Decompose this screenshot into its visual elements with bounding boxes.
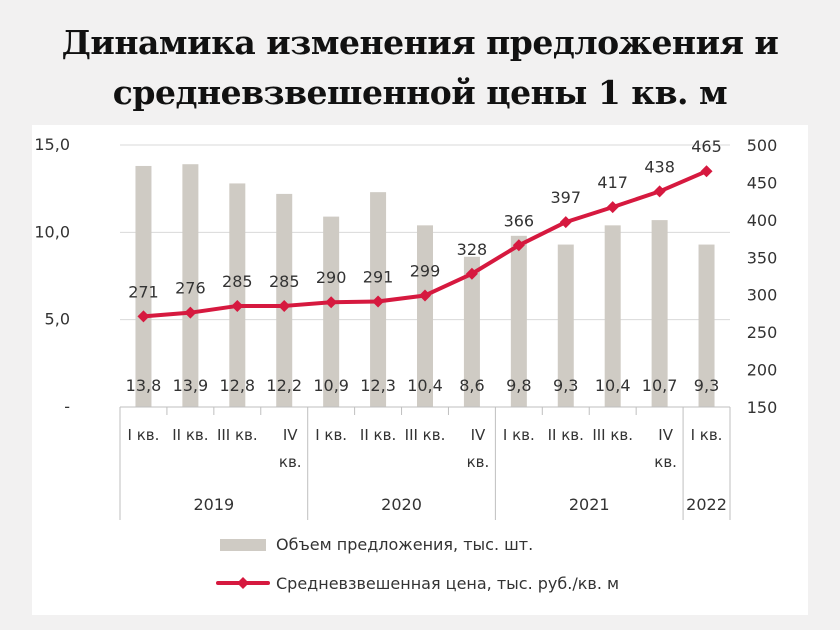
bar-value-label: 13,9 [173, 376, 209, 395]
category-label: IV [471, 426, 486, 444]
category-label: III кв. [217, 426, 258, 444]
y-right-tick-label: 150 [747, 398, 778, 417]
category-label: IV [658, 426, 673, 444]
year-group-label: 2022 [686, 495, 727, 514]
price-value-label: 438 [644, 157, 675, 176]
bar-value-label: 9,3 [694, 376, 719, 395]
bar-value-label: 12,3 [360, 376, 396, 395]
category-label: I кв. [128, 426, 160, 444]
title-line-2: средневзвешенной цены 1 кв. м [112, 73, 728, 112]
bar-value-label: 12,2 [266, 376, 302, 395]
price-point-marker [465, 267, 478, 280]
price-point-marker [372, 295, 385, 308]
price-value-label: 328 [457, 240, 488, 259]
price-value-label: 285 [222, 272, 253, 291]
price-value-label: 276 [175, 279, 206, 298]
category-label: II кв. [360, 426, 396, 444]
y-right-tick-label: 400 [747, 211, 778, 230]
bar-value-label: 10,4 [595, 376, 631, 395]
category-label: кв. [654, 453, 677, 471]
legend-line-label: Средневзвешенная цена, тыс. руб./кв. м [276, 574, 619, 593]
price-point-marker [278, 299, 291, 312]
category-label: III кв. [592, 426, 633, 444]
category-label: I кв. [315, 426, 347, 444]
category-label: IV [283, 426, 298, 444]
bar [463, 256, 480, 407]
price-point-marker [137, 310, 150, 323]
bar [417, 225, 433, 407]
category-label: кв. [279, 453, 302, 471]
legend-line-marker [237, 577, 249, 589]
y-right-tick-label: 300 [747, 286, 778, 305]
y-right-tick-label: 500 [747, 136, 778, 155]
y-right-tick-label: 350 [747, 248, 778, 267]
bar [604, 225, 621, 407]
price-point-marker [325, 296, 338, 309]
category-label: I кв. [691, 426, 723, 444]
bar [651, 220, 668, 407]
y-right-tick-label: 250 [747, 323, 778, 342]
bar-value-label: 12,8 [219, 376, 255, 395]
price-value-label: 397 [550, 188, 581, 207]
bar-value-label: 8,6 [459, 376, 484, 395]
y-right-tick-label: 200 [747, 361, 778, 380]
chart-card: - 5,0 10,0 15,0 150 200 250 300 350 400 450 500 13,8… [32, 125, 808, 615]
bar-value-label: 9,3 [553, 376, 578, 395]
price-point-marker [184, 306, 197, 319]
bar [557, 244, 574, 407]
price-value-label: 291 [363, 267, 394, 286]
category-label: III кв. [405, 426, 446, 444]
year-group-label: 2019 [193, 495, 234, 514]
bar [510, 235, 527, 407]
price-value-label: 366 [504, 211, 535, 230]
price-value-label: 285 [269, 272, 300, 291]
bar-value-label: 10,4 [407, 376, 443, 395]
y-left-tick-label: 5,0 [45, 310, 70, 329]
category-label: II кв. [172, 426, 208, 444]
price-point-marker [700, 165, 713, 178]
year-group-label: 2021 [569, 495, 610, 514]
year-group-label: 2020 [381, 495, 422, 514]
page-title: Динамика изменения предложения и среднев… [0, 18, 840, 118]
price-point-marker [653, 185, 666, 198]
y-left-tick-label: - [64, 397, 70, 416]
price-point-marker [606, 201, 619, 214]
price-value-label: 271 [128, 282, 159, 301]
combo-chart-svg: - 5,0 10,0 15,0 150 200 250 300 350 400 450 500 13,8… [34, 135, 778, 593]
price-value-label: 465 [691, 137, 722, 156]
price-point-marker [512, 239, 525, 252]
category-label: I кв. [503, 426, 535, 444]
bar [135, 165, 152, 407]
y-right-tick-label: 450 [747, 173, 778, 192]
bar-value-label: 10,7 [642, 376, 678, 395]
legend-bar-swatch [220, 539, 266, 551]
y-left-tick-label: 15,0 [34, 135, 70, 154]
legend-bar-label: Объем предложения, тыс. шт. [276, 535, 533, 554]
bar-value-label: 9,8 [506, 376, 531, 395]
price-point-marker [559, 216, 572, 229]
bar-value-label: 10,9 [313, 376, 349, 395]
price-value-label: 290 [316, 268, 347, 287]
chart: - 5,0 10,0 15,0 150 200 250 300 350 400 450 500 13,8… [32, 125, 808, 615]
price-value-label: 417 [597, 173, 628, 192]
price-value-label: 299 [410, 261, 441, 280]
bar [229, 183, 246, 407]
y-left-tick-label: 10,0 [34, 222, 70, 241]
price-point-marker [419, 289, 431, 302]
price-point-marker [231, 299, 244, 312]
bar [182, 164, 199, 407]
category-label: кв. [467, 453, 490, 471]
category-label: II кв. [548, 426, 584, 444]
title-line-1: Динамика изменения предложения и [61, 23, 779, 62]
bar [323, 216, 340, 407]
bar [698, 244, 715, 407]
bar-value-label: 13,8 [126, 376, 162, 395]
